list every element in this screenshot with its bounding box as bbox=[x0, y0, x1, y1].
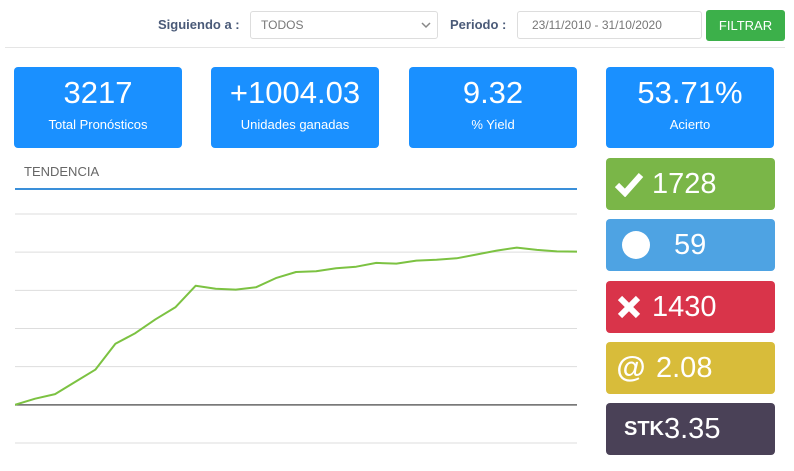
badge-value: 1430 bbox=[652, 290, 717, 323]
circle-icon bbox=[606, 230, 666, 260]
badge-odds: @ 2.08 bbox=[606, 342, 775, 394]
stat-card: +1004.03 Unidades ganadas bbox=[211, 67, 379, 148]
check-icon bbox=[606, 171, 652, 197]
following-select[interactable]: TODOS bbox=[250, 11, 438, 39]
at-icon: @ bbox=[616, 351, 646, 384]
trend-line bbox=[15, 246, 577, 406]
badge-stake: STK 3.35 bbox=[606, 403, 775, 455]
stat-card: 9.32 % Yield bbox=[409, 67, 577, 148]
filter-button[interactable]: FILTRAR bbox=[706, 10, 785, 41]
stat-card: 53.71% Acierto bbox=[606, 67, 774, 148]
badge-value: 2.08 bbox=[656, 351, 713, 384]
stat-label: Total Pronósticos bbox=[48, 117, 148, 132]
stat-label: % Yield bbox=[471, 117, 515, 132]
badge-void: 59 bbox=[606, 219, 775, 271]
section-title: TENDENCIA bbox=[24, 164, 100, 179]
section-underline bbox=[15, 188, 577, 190]
following-label: Siguiendo a : bbox=[158, 17, 240, 32]
trend-chart bbox=[15, 213, 577, 444]
dropdown-arrow bbox=[421, 22, 431, 29]
badge-wins: 1728 bbox=[606, 158, 775, 210]
stat-value: +1004.03 bbox=[229, 75, 361, 110]
stk-icon: STK bbox=[624, 417, 664, 440]
period-value: 23/11/2010 - 31/10/2020 bbox=[532, 18, 662, 32]
badge-value: 3.35 bbox=[664, 412, 721, 445]
cross-icon bbox=[606, 294, 652, 320]
period-label: Periodo : bbox=[450, 17, 507, 32]
stat-label: Unidades ganadas bbox=[240, 117, 350, 132]
badge-value: 59 bbox=[674, 228, 707, 261]
stat-card: 3217 Total Pronósticos bbox=[14, 67, 182, 148]
stat-label: Acierto bbox=[669, 117, 711, 132]
separator bbox=[5, 47, 785, 48]
badge-value: 1728 bbox=[652, 167, 717, 200]
badge-losses: 1430 bbox=[606, 281, 775, 333]
period-input[interactable]: 23/11/2010 - 31/10/2020 bbox=[517, 11, 702, 39]
following-value: TODOS bbox=[261, 18, 304, 32]
stat-value: 53.71% bbox=[637, 75, 743, 110]
stat-value: 9.32 bbox=[462, 75, 524, 110]
stat-value: 3217 bbox=[63, 75, 133, 110]
